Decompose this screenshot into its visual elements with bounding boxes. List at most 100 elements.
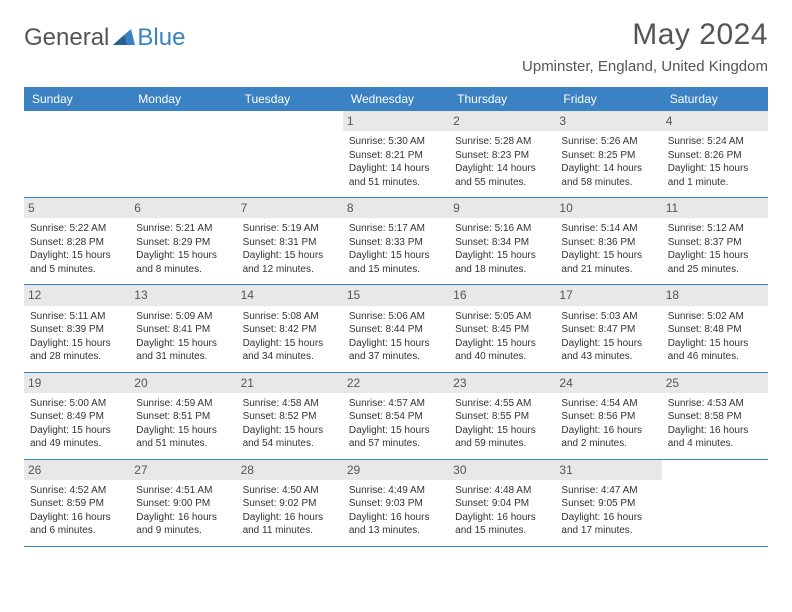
- day-number: 26: [24, 460, 130, 480]
- day-number: 31: [555, 460, 661, 480]
- day-header: Sunday: [24, 87, 130, 111]
- sunrise-text: Sunrise: 4:58 AM: [243, 397, 337, 411]
- sunrise-text: Sunrise: 5:28 AM: [455, 135, 549, 149]
- day-number: 17: [555, 285, 661, 305]
- day-cell: 31Sunrise: 4:47 AMSunset: 9:05 PMDayligh…: [555, 460, 661, 546]
- daylight-text: Daylight: 16 hours and 2 minutes.: [561, 424, 655, 451]
- daylight-text: Daylight: 16 hours and 6 minutes.: [30, 511, 124, 538]
- daylight-text: Daylight: 15 hours and 15 minutes.: [349, 249, 443, 276]
- sunset-text: Sunset: 8:26 PM: [668, 149, 762, 163]
- week-row: 1Sunrise: 5:30 AMSunset: 8:21 PMDaylight…: [24, 111, 768, 198]
- sunset-text: Sunset: 8:59 PM: [30, 497, 124, 511]
- daylight-text: Daylight: 15 hours and 31 minutes.: [136, 337, 230, 364]
- day-number: 1: [343, 111, 449, 131]
- sunset-text: Sunset: 8:56 PM: [561, 410, 655, 424]
- daylight-text: Daylight: 15 hours and 49 minutes.: [30, 424, 124, 451]
- daylight-text: Daylight: 15 hours and 5 minutes.: [30, 249, 124, 276]
- sunrise-text: Sunrise: 5:11 AM: [30, 310, 124, 324]
- sunset-text: Sunset: 8:45 PM: [455, 323, 549, 337]
- title-block: May 2024 Upminster, England, United King…: [522, 18, 768, 75]
- day-number: 23: [449, 373, 555, 393]
- header: General Blue May 2024 Upminster, England…: [24, 18, 768, 75]
- sunrise-text: Sunrise: 5:26 AM: [561, 135, 655, 149]
- day-number: 6: [130, 198, 236, 218]
- sunset-text: Sunset: 8:49 PM: [30, 410, 124, 424]
- sunrise-text: Sunrise: 5:17 AM: [349, 222, 443, 236]
- daylight-text: Daylight: 15 hours and 51 minutes.: [136, 424, 230, 451]
- sunrise-text: Sunrise: 4:52 AM: [30, 484, 124, 498]
- day-number: 7: [237, 198, 343, 218]
- sunrise-text: Sunrise: 4:50 AM: [243, 484, 337, 498]
- daylight-text: Daylight: 14 hours and 58 minutes.: [561, 162, 655, 189]
- day-number: 27: [130, 460, 236, 480]
- sunrise-text: Sunrise: 5:22 AM: [30, 222, 124, 236]
- sunrise-text: Sunrise: 4:49 AM: [349, 484, 443, 498]
- day-cell: 14Sunrise: 5:08 AMSunset: 8:42 PMDayligh…: [237, 285, 343, 371]
- sunset-text: Sunset: 8:42 PM: [243, 323, 337, 337]
- day-cell: 13Sunrise: 5:09 AMSunset: 8:41 PMDayligh…: [130, 285, 236, 371]
- day-cell: 23Sunrise: 4:55 AMSunset: 8:55 PMDayligh…: [449, 373, 555, 459]
- day-cell: 8Sunrise: 5:17 AMSunset: 8:33 PMDaylight…: [343, 198, 449, 284]
- day-cell: 29Sunrise: 4:49 AMSunset: 9:03 PMDayligh…: [343, 460, 449, 546]
- day-cell: 9Sunrise: 5:16 AMSunset: 8:34 PMDaylight…: [449, 198, 555, 284]
- day-number: 3: [555, 111, 661, 131]
- day-number: 11: [662, 198, 768, 218]
- sunset-text: Sunset: 8:52 PM: [243, 410, 337, 424]
- day-number: 14: [237, 285, 343, 305]
- day-cell: 4Sunrise: 5:24 AMSunset: 8:26 PMDaylight…: [662, 111, 768, 197]
- day-number: 10: [555, 198, 661, 218]
- day-number: 12: [24, 285, 130, 305]
- day-cell: [662, 460, 768, 546]
- day-number: 16: [449, 285, 555, 305]
- day-cell: 21Sunrise: 4:58 AMSunset: 8:52 PMDayligh…: [237, 373, 343, 459]
- day-cell: 11Sunrise: 5:12 AMSunset: 8:37 PMDayligh…: [662, 198, 768, 284]
- daylight-text: Daylight: 15 hours and 28 minutes.: [30, 337, 124, 364]
- day-number: 24: [555, 373, 661, 393]
- sunrise-text: Sunrise: 4:51 AM: [136, 484, 230, 498]
- day-cell: 18Sunrise: 5:02 AMSunset: 8:48 PMDayligh…: [662, 285, 768, 371]
- week-row: 26Sunrise: 4:52 AMSunset: 8:59 PMDayligh…: [24, 460, 768, 547]
- daylight-text: Daylight: 16 hours and 4 minutes.: [668, 424, 762, 451]
- day-cell: 15Sunrise: 5:06 AMSunset: 8:44 PMDayligh…: [343, 285, 449, 371]
- day-cell: 30Sunrise: 4:48 AMSunset: 9:04 PMDayligh…: [449, 460, 555, 546]
- day-number: 8: [343, 198, 449, 218]
- sunrise-text: Sunrise: 5:00 AM: [30, 397, 124, 411]
- sunrise-text: Sunrise: 5:09 AM: [136, 310, 230, 324]
- sunrise-text: Sunrise: 4:59 AM: [136, 397, 230, 411]
- day-cell: 17Sunrise: 5:03 AMSunset: 8:47 PMDayligh…: [555, 285, 661, 371]
- day-cell: 26 Sunrise: 4:52 AMSunset: 8:59 PMDayligh…: [24, 460, 130, 546]
- day-number: 29: [343, 460, 449, 480]
- sunrise-text: Sunrise: 4:55 AM: [455, 397, 549, 411]
- day-number: 22: [343, 373, 449, 393]
- day-number: 21: [237, 373, 343, 393]
- sunset-text: Sunset: 8:55 PM: [455, 410, 549, 424]
- sunrise-text: Sunrise: 5:16 AM: [455, 222, 549, 236]
- day-number: 15: [343, 285, 449, 305]
- sunrise-text: Sunrise: 5:03 AM: [561, 310, 655, 324]
- logo-text-dark: General: [24, 24, 109, 52]
- sunset-text: Sunset: 8:36 PM: [561, 236, 655, 250]
- day-number: [24, 111, 130, 131]
- sunset-text: Sunset: 8:37 PM: [668, 236, 762, 250]
- daylight-text: Daylight: 15 hours and 57 minutes.: [349, 424, 443, 451]
- day-header: Monday: [130, 87, 236, 111]
- sunset-text: Sunset: 8:23 PM: [455, 149, 549, 163]
- daylight-text: Daylight: 15 hours and 21 minutes.: [561, 249, 655, 276]
- daylight-text: Daylight: 16 hours and 13 minutes.: [349, 511, 443, 538]
- day-cell: 25Sunrise: 4:53 AMSunset: 8:58 PMDayligh…: [662, 373, 768, 459]
- day-header: Friday: [555, 87, 661, 111]
- daylight-text: Daylight: 15 hours and 8 minutes.: [136, 249, 230, 276]
- sunrise-text: Sunrise: 4:47 AM: [561, 484, 655, 498]
- daylight-text: Daylight: 15 hours and 46 minutes.: [668, 337, 762, 364]
- daylight-text: Daylight: 16 hours and 15 minutes.: [455, 511, 549, 538]
- day-header: Saturday: [662, 87, 768, 111]
- sunset-text: Sunset: 8:51 PM: [136, 410, 230, 424]
- day-number: 25: [662, 373, 768, 393]
- sunset-text: Sunset: 9:05 PM: [561, 497, 655, 511]
- sunrise-text: Sunrise: 5:02 AM: [668, 310, 762, 324]
- day-number: 18: [662, 285, 768, 305]
- daylight-text: Daylight: 15 hours and 34 minutes.: [243, 337, 337, 364]
- sunset-text: Sunset: 9:00 PM: [136, 497, 230, 511]
- sunrise-text: Sunrise: 5:06 AM: [349, 310, 443, 324]
- daylight-text: Daylight: 15 hours and 12 minutes.: [243, 249, 337, 276]
